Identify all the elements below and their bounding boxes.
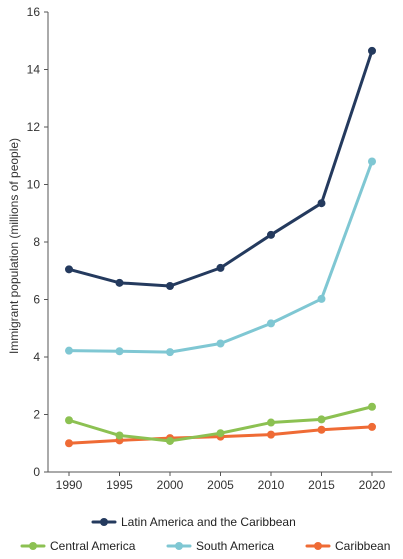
data-point bbox=[216, 263, 225, 272]
legend-label: Caribbean bbox=[335, 539, 390, 553]
legend-label: Central America bbox=[50, 539, 136, 553]
y-tick-label: 10 bbox=[27, 178, 41, 192]
data-point bbox=[317, 294, 326, 303]
legend-swatch-marker bbox=[175, 542, 183, 550]
data-point bbox=[368, 402, 376, 411]
data-point bbox=[267, 430, 275, 439]
series-central-america bbox=[65, 402, 376, 445]
data-point bbox=[65, 265, 73, 274]
legend-swatch-marker bbox=[314, 542, 322, 550]
legend-label: Latin America and the Caribbean bbox=[121, 515, 296, 529]
legend-item: Latin America and the Caribbean bbox=[91, 515, 296, 529]
x-tick-label: 2015 bbox=[308, 478, 335, 492]
series-south-america bbox=[65, 157, 376, 357]
legend-swatch-marker bbox=[29, 542, 37, 550]
data-point bbox=[317, 199, 326, 208]
legend-label: South America bbox=[196, 539, 274, 553]
series-latin-america-and-the-caribbean bbox=[65, 46, 376, 290]
data-point bbox=[65, 416, 73, 425]
data-point bbox=[317, 425, 326, 434]
x-tick-label: 2000 bbox=[157, 478, 184, 492]
data-point bbox=[115, 278, 124, 287]
y-tick-label: 0 bbox=[33, 465, 40, 479]
x-tick-label: 2020 bbox=[359, 478, 386, 492]
legend-item: South America bbox=[166, 539, 274, 553]
x-tick-label: 1995 bbox=[106, 478, 133, 492]
y-tick-label: 16 bbox=[27, 5, 41, 19]
data-point bbox=[65, 439, 73, 448]
data-point bbox=[216, 339, 225, 348]
data-point bbox=[368, 422, 376, 431]
y-tick-label: 2 bbox=[33, 408, 40, 422]
y-tick-label: 12 bbox=[27, 120, 41, 134]
x-tick-label: 2010 bbox=[258, 478, 285, 492]
data-point bbox=[368, 46, 376, 55]
series-lines bbox=[65, 46, 376, 448]
x-tick-label: 1990 bbox=[56, 478, 83, 492]
data-point bbox=[267, 230, 275, 239]
x-tick-label: 2005 bbox=[207, 478, 234, 492]
y-tick-label: 4 bbox=[33, 350, 40, 364]
legend: Latin America and the Caribbean Central A… bbox=[20, 515, 390, 553]
axes: 0 2 4 6 8 10 12 14 16 1990 1995 2000 2005 2010 2015 202… bbox=[7, 5, 392, 492]
data-point bbox=[65, 346, 73, 355]
legend-item: Caribbean bbox=[305, 539, 390, 553]
series-line bbox=[67, 49, 374, 288]
data-point bbox=[216, 429, 225, 438]
data-point bbox=[267, 319, 275, 328]
y-tick-label: 6 bbox=[33, 293, 40, 307]
data-point bbox=[115, 347, 124, 356]
y-tick-label: 14 bbox=[27, 63, 41, 77]
y-axis-title: Immigrant population (millions of people… bbox=[7, 138, 21, 354]
legend-item: Central America bbox=[20, 539, 136, 553]
data-point bbox=[166, 348, 174, 357]
data-point bbox=[166, 436, 174, 445]
y-tick-label: 8 bbox=[33, 235, 40, 249]
legend-swatch-marker bbox=[100, 518, 108, 526]
data-point bbox=[115, 431, 124, 440]
data-point bbox=[317, 415, 326, 424]
data-point bbox=[368, 157, 376, 166]
data-point bbox=[166, 281, 174, 290]
data-point bbox=[267, 418, 275, 427]
